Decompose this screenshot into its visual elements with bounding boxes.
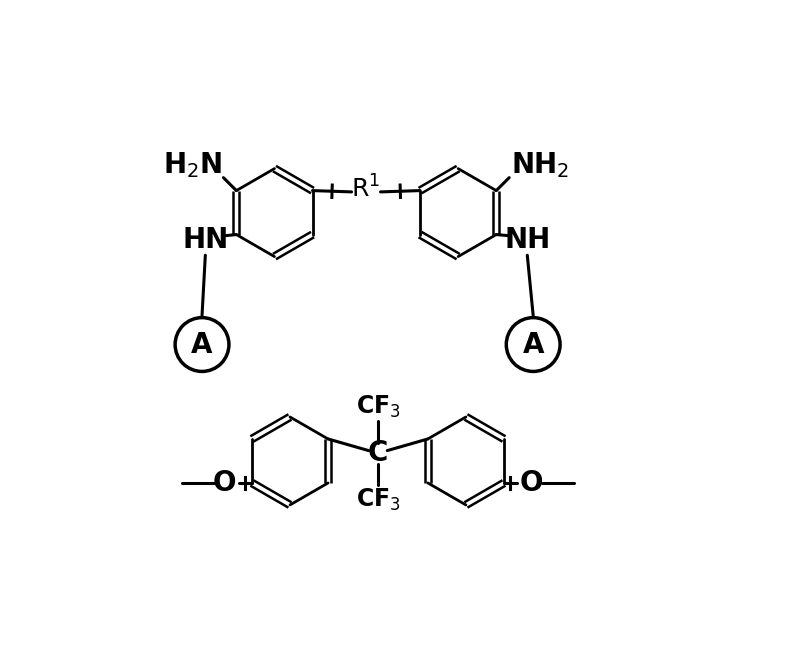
- Text: C: C: [368, 439, 388, 467]
- Text: H$_2$N: H$_2$N: [163, 150, 222, 179]
- Text: R$^1$: R$^1$: [351, 175, 381, 203]
- Text: CF$_3$: CF$_3$: [355, 394, 400, 420]
- Text: A: A: [523, 331, 544, 359]
- Text: O: O: [213, 469, 236, 497]
- Text: A: A: [191, 331, 213, 359]
- Text: O: O: [519, 469, 543, 497]
- Text: NH$_2$: NH$_2$: [511, 150, 569, 179]
- Text: HN: HN: [182, 226, 228, 254]
- Text: NH: NH: [504, 226, 550, 254]
- Text: CF$_3$: CF$_3$: [355, 487, 400, 513]
